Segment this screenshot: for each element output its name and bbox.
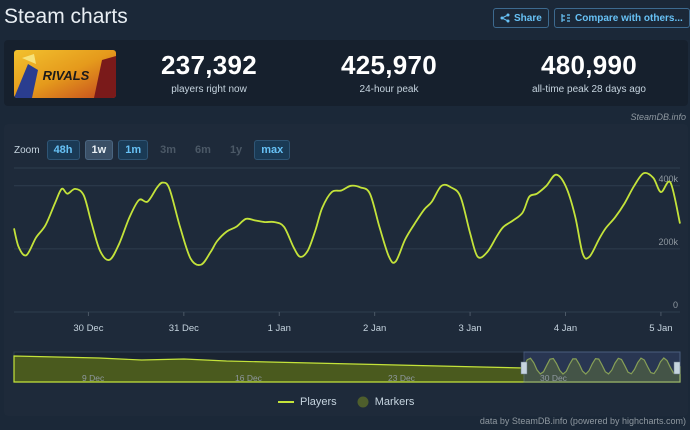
share-label: Share	[514, 12, 542, 24]
zoom-1m-button[interactable]: 1m	[118, 140, 149, 160]
stat-current: 237,392 players right now	[144, 50, 274, 95]
stat-alltime-peak: 480,990 all-time peak 28 days ago	[504, 50, 674, 95]
page-title: Steam charts	[4, 5, 128, 28]
x-tick-label: 5 Jan	[649, 323, 672, 334]
game-logo[interactable]: RIVALS	[14, 50, 116, 98]
zoom-1w-button[interactable]: 1w	[84, 140, 114, 160]
navigator-right-handle	[673, 361, 681, 375]
share-button[interactable]: Share	[493, 8, 549, 28]
legend-players[interactable]: Players	[278, 396, 337, 408]
chart-legend: Players Markers	[278, 396, 414, 408]
zoom-6m-button: 6m	[195, 144, 211, 156]
x-tick-label: 3 Jan	[458, 323, 481, 334]
stat-24h-peak-value: 425,970	[340, 50, 438, 80]
stat-alltime-value: 480,990	[540, 50, 638, 80]
x-tick-label: 2 Jan	[363, 323, 386, 334]
navigator-date-label: 23 Dec	[388, 373, 416, 383]
x-tick-label: 31 Dec	[169, 323, 199, 334]
navigator-date-label: 16 Dec	[235, 373, 263, 383]
legend-players-swatch	[278, 401, 294, 403]
navigator-series-area	[13, 355, 681, 383]
legend-markers[interactable]: Markers	[357, 396, 415, 408]
legend-markers-swatch	[357, 396, 369, 408]
zoom-max-button[interactable]: max	[254, 140, 291, 160]
game-logo-text: RIVALS	[43, 68, 90, 83]
navigator-date-label: 9 Dec	[82, 373, 105, 383]
stat-alltime-label: all-time peak 28 days ago	[532, 84, 646, 95]
zoom-label: Zoom	[14, 144, 40, 156]
steamdb-credit-top[interactable]: SteamDB.info	[630, 112, 686, 122]
legend-markers-label: Markers	[374, 396, 415, 408]
y-tick-label: 0	[673, 300, 678, 310]
x-tick-label: 30 Dec	[73, 323, 103, 334]
header: Steam charts Share Compare with others..…	[0, 0, 690, 36]
stat-24h-peak-label: 24-hour peak	[359, 84, 419, 95]
zoom-48h-button[interactable]: 48h	[46, 140, 80, 160]
stats-panel: RIVALS 237,392 players right now 425,970…	[4, 40, 688, 106]
x-tick-label: 1 Jan	[268, 323, 291, 334]
y-tick-label: 400k	[658, 174, 678, 184]
legend-players-label: Players	[300, 396, 337, 408]
y-tick-label: 200k	[658, 237, 678, 247]
game-logo-art: RIVALS	[14, 50, 116, 98]
x-tick-label: 4 Jan	[554, 323, 577, 334]
compare-label: Compare with others...	[575, 12, 683, 24]
compare-icon	[561, 14, 570, 22]
navigator-left-handle	[520, 361, 528, 375]
zoom-1y-button: 1y	[229, 144, 243, 156]
stat-current-label: players right now	[171, 84, 247, 95]
zoom-controls: Zoom 48h 1w 1m 3m 6m 1y max	[14, 140, 291, 160]
stat-24h-peak: 425,970 24-hour peak	[324, 50, 454, 95]
stat-current-value: 237,392	[160, 50, 258, 80]
players-series-line	[13, 171, 681, 266]
compare-button[interactable]: Compare with others...	[554, 8, 690, 28]
zoom-3m-button: 3m	[160, 144, 177, 156]
navigator-date-label: 30 Dec	[540, 373, 568, 383]
share-icon	[500, 13, 510, 23]
highcharts-credit[interactable]: data by SteamDB.info (powered by highcha…	[479, 416, 686, 426]
